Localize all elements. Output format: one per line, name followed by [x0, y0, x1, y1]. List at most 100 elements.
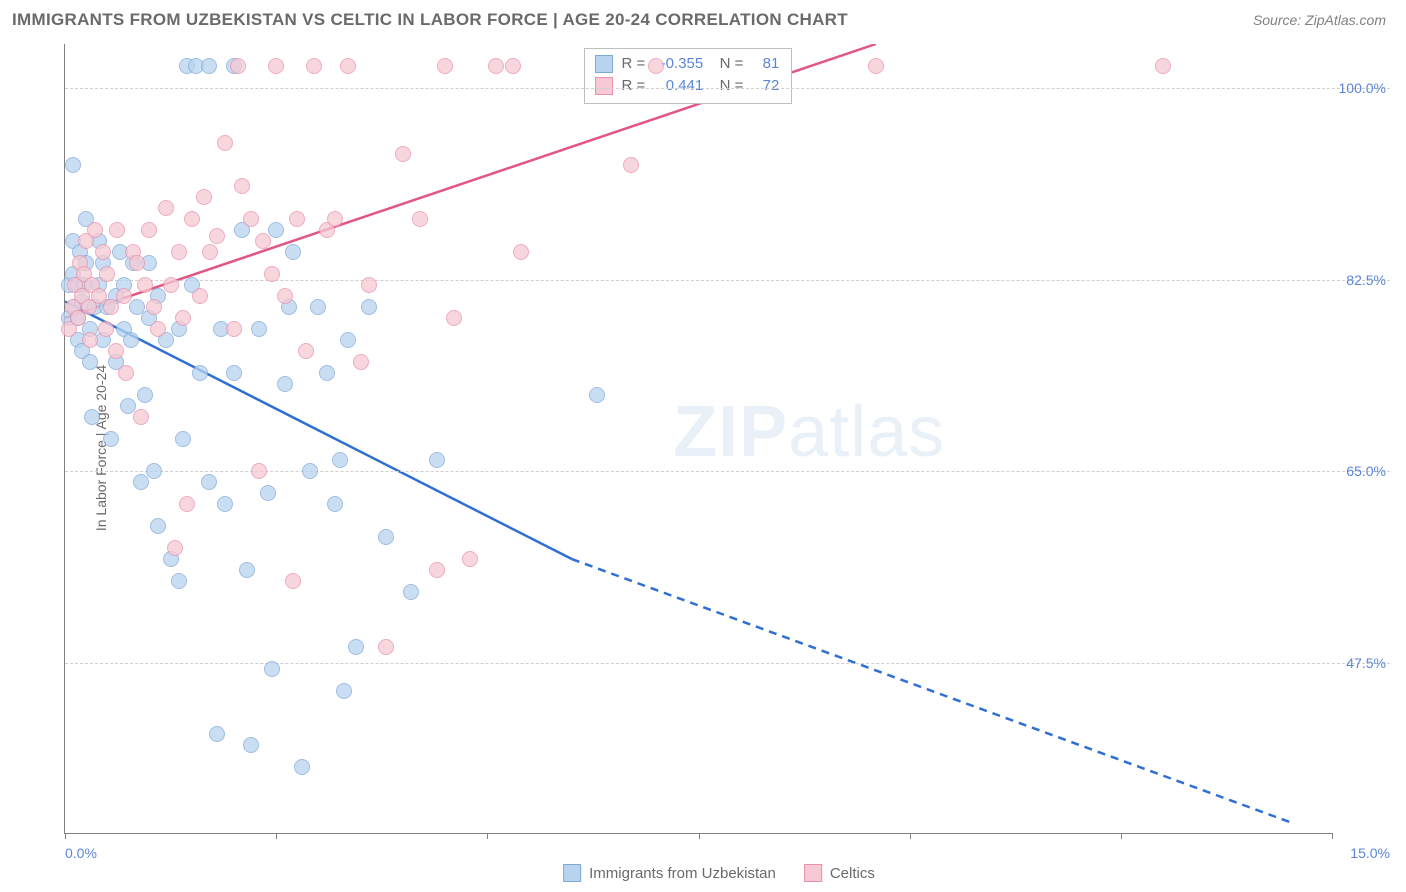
header: IMMIGRANTS FROM UZBEKISTAN VS CELTIC IN … — [0, 0, 1406, 38]
data-point — [171, 573, 187, 589]
r-label: R = — [621, 53, 645, 75]
data-point — [243, 737, 259, 753]
legend-label: Immigrants from Uzbekistan — [589, 865, 776, 882]
data-point — [306, 58, 322, 74]
data-point — [217, 135, 233, 151]
data-point — [137, 277, 153, 293]
correlation-legend: R = -0.355 N = 81 R = 0.441 N = 72 — [584, 48, 792, 104]
data-point — [264, 661, 280, 677]
gridline — [65, 280, 1390, 281]
data-point — [192, 365, 208, 381]
data-point — [230, 58, 246, 74]
chart-title: IMMIGRANTS FROM UZBEKISTAN VS CELTIC IN … — [12, 10, 848, 30]
data-point — [298, 343, 314, 359]
data-point — [340, 58, 356, 74]
data-point — [184, 211, 200, 227]
data-point — [146, 463, 162, 479]
x-tick — [910, 833, 911, 839]
data-point — [327, 211, 343, 227]
chart-container: In Labor Force | Age 20-24 ZIPatlas R = … — [48, 44, 1390, 852]
data-point — [319, 365, 335, 381]
data-point — [340, 332, 356, 348]
legend-row-series-b: R = 0.441 N = 72 — [595, 75, 779, 97]
swatch-icon — [804, 864, 822, 882]
data-point — [65, 157, 81, 173]
data-point — [123, 332, 139, 348]
data-point — [137, 387, 153, 403]
data-point — [209, 228, 225, 244]
data-point — [163, 277, 179, 293]
data-point — [332, 452, 348, 468]
data-point — [353, 354, 369, 370]
data-point — [589, 387, 605, 403]
data-point — [403, 584, 419, 600]
data-point — [251, 463, 267, 479]
data-point — [1155, 58, 1171, 74]
data-point — [429, 562, 445, 578]
data-point — [167, 540, 183, 556]
data-point — [209, 726, 225, 742]
data-point — [133, 409, 149, 425]
trend-lines — [65, 44, 1332, 833]
data-point — [255, 233, 271, 249]
data-point — [82, 354, 98, 370]
x-tick-label: 15.0% — [1350, 845, 1390, 861]
data-point — [239, 562, 255, 578]
data-point — [226, 321, 242, 337]
data-point — [201, 58, 217, 74]
data-point — [264, 266, 280, 282]
x-tick — [276, 833, 277, 839]
data-point — [395, 146, 411, 162]
data-point — [217, 496, 233, 512]
source-label: Source: ZipAtlas.com — [1253, 12, 1386, 28]
gridline — [65, 663, 1390, 664]
data-point — [260, 485, 276, 501]
data-point — [99, 266, 115, 282]
data-point — [361, 299, 377, 315]
data-point — [150, 518, 166, 534]
x-tick — [1121, 833, 1122, 839]
legend-item: Immigrants from Uzbekistan — [563, 864, 776, 882]
data-point — [226, 365, 242, 381]
n-label: N = — [711, 75, 743, 97]
swatch-icon — [595, 55, 613, 73]
data-point — [285, 573, 301, 589]
data-point — [118, 365, 134, 381]
data-point — [327, 496, 343, 512]
data-point — [133, 474, 149, 490]
data-point — [462, 551, 478, 567]
y-tick-label: 65.0% — [1346, 463, 1386, 479]
data-point — [103, 299, 119, 315]
data-point — [412, 211, 428, 227]
data-point — [109, 222, 125, 238]
x-tick — [65, 833, 66, 839]
data-point — [336, 683, 352, 699]
swatch-icon — [595, 77, 613, 95]
r-value: 0.441 — [653, 75, 703, 97]
r-label: R = — [621, 75, 645, 97]
data-point — [84, 409, 100, 425]
data-point — [201, 474, 217, 490]
data-point — [243, 211, 259, 227]
data-point — [87, 222, 103, 238]
data-point — [310, 299, 326, 315]
data-point — [289, 211, 305, 227]
data-point — [505, 58, 521, 74]
data-point — [277, 376, 293, 392]
data-point — [103, 431, 119, 447]
series-legend: Immigrants from Uzbekistan Celtics — [563, 864, 875, 882]
data-point — [95, 244, 111, 260]
y-tick-label: 100.0% — [1339, 80, 1386, 96]
data-point — [158, 200, 174, 216]
data-point — [150, 321, 166, 337]
y-tick-label: 82.5% — [1346, 272, 1386, 288]
x-tick-label: 0.0% — [65, 845, 97, 861]
legend-label: Celtics — [830, 865, 875, 882]
data-point — [302, 463, 318, 479]
gridline — [65, 88, 1390, 89]
y-tick-label: 47.5% — [1346, 655, 1386, 671]
data-point — [361, 277, 377, 293]
data-point — [141, 222, 157, 238]
n-label: N = — [711, 53, 743, 75]
data-point — [294, 759, 310, 775]
